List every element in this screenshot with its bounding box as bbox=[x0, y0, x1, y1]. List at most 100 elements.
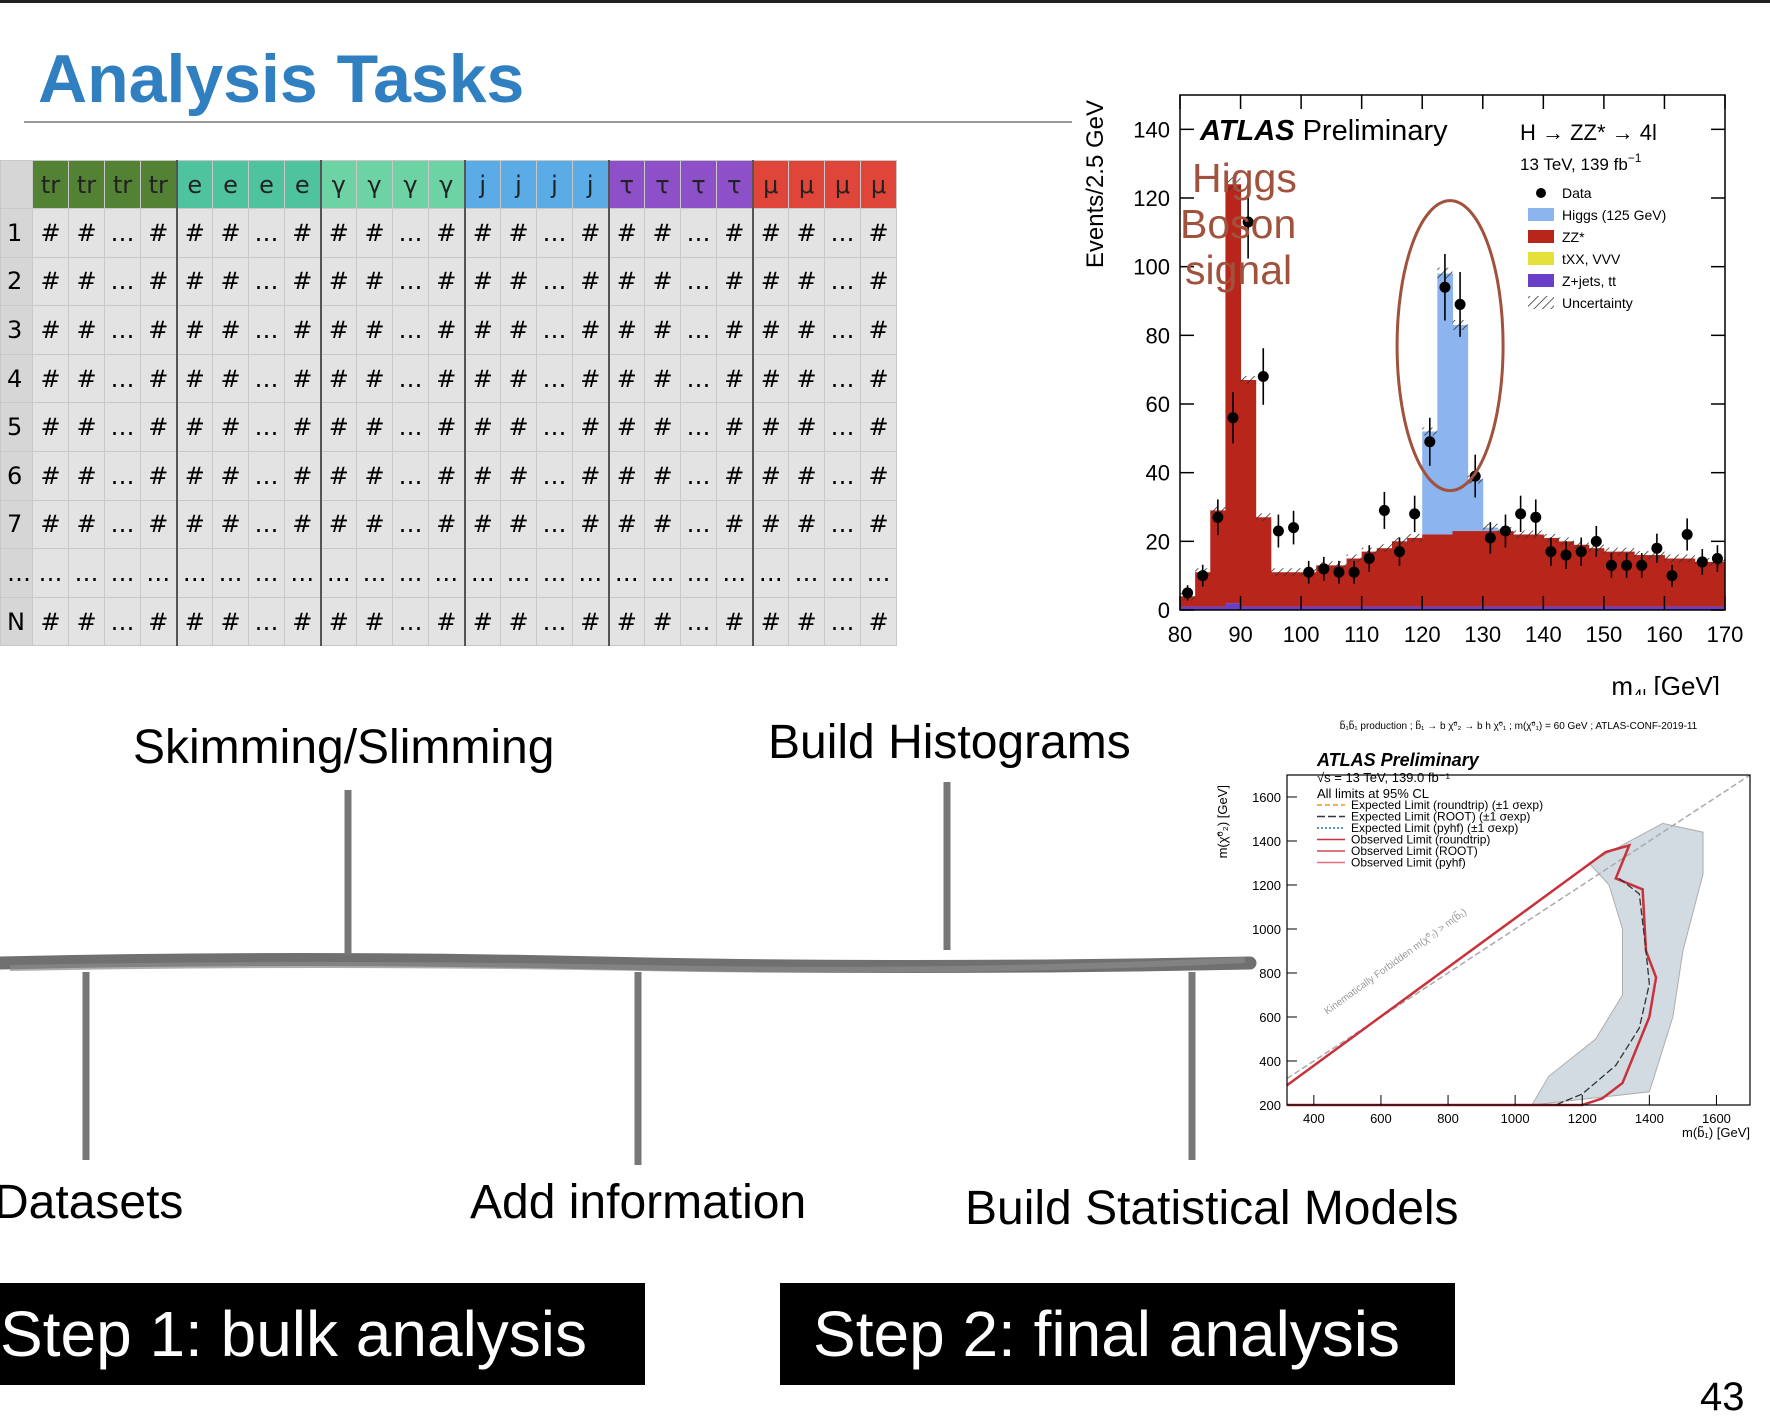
limit-ytick-label: 1600 bbox=[1252, 790, 1281, 805]
bar-zjetstt bbox=[1497, 606, 1514, 610]
limit-xtick-label: 400 bbox=[1303, 1111, 1325, 1126]
xtick-label: 130 bbox=[1464, 622, 1501, 647]
table-cell: # bbox=[32, 450, 69, 501]
corner-cell bbox=[0, 160, 33, 209]
table-cell: … bbox=[680, 353, 717, 404]
limit-ytick-label: 1200 bbox=[1252, 878, 1281, 893]
table-cell: # bbox=[284, 402, 322, 452]
bar-zjetstt bbox=[1225, 603, 1242, 610]
data-point bbox=[1439, 281, 1451, 293]
table-cell: … bbox=[680, 305, 717, 355]
table-cell: # bbox=[572, 305, 610, 355]
table-cell: … bbox=[536, 402, 573, 452]
table-cell: … bbox=[824, 305, 861, 355]
uncertainty-band bbox=[1664, 554, 1680, 563]
data-point bbox=[1363, 553, 1375, 564]
table-cell: # bbox=[788, 596, 825, 647]
limit-xtick-label: 1000 bbox=[1501, 1111, 1530, 1126]
table-cell: # bbox=[320, 256, 357, 307]
table-cell: # bbox=[716, 256, 754, 307]
column-header-3-3: j bbox=[572, 160, 610, 209]
table-cell: … bbox=[320, 548, 357, 598]
bar-zz bbox=[1376, 548, 1393, 607]
legend-label: tXX, VVV bbox=[1562, 251, 1621, 267]
table-cell: # bbox=[500, 256, 537, 307]
table-cell: # bbox=[284, 256, 322, 307]
table-cell: … bbox=[644, 548, 681, 598]
table-cell: … bbox=[392, 548, 429, 598]
data-point bbox=[1530, 511, 1542, 523]
column-header-2-2: γ bbox=[392, 160, 429, 209]
data-point bbox=[1257, 371, 1269, 383]
table-cell: # bbox=[860, 305, 897, 355]
table-cell: # bbox=[752, 596, 789, 647]
data-point bbox=[1242, 216, 1254, 228]
bar-zjetstt bbox=[1195, 606, 1211, 610]
title-divider bbox=[24, 121, 1072, 123]
bar-zz bbox=[1270, 572, 1287, 607]
row-label: 4 bbox=[0, 353, 33, 404]
bar-zz bbox=[1437, 534, 1453, 607]
data-point bbox=[1621, 559, 1633, 571]
uncertainty-band bbox=[1376, 544, 1392, 553]
table-cell: … bbox=[536, 596, 573, 647]
limit-ytick-label: 1000 bbox=[1252, 922, 1281, 937]
table-cell: # bbox=[716, 305, 754, 355]
data-point bbox=[1303, 566, 1315, 578]
table-cell: … bbox=[104, 548, 141, 598]
table-cell: # bbox=[644, 450, 681, 501]
data-point bbox=[1409, 508, 1421, 520]
row-label: 7 bbox=[0, 499, 33, 550]
expected-band bbox=[1530, 822, 1704, 1106]
bar-zz bbox=[1694, 561, 1711, 607]
bar-zjetstt bbox=[1437, 606, 1453, 610]
bar-zjetstt bbox=[1285, 606, 1302, 610]
table-cell: … bbox=[788, 548, 825, 598]
bar-zjetstt bbox=[1634, 606, 1650, 610]
data-point bbox=[1636, 559, 1648, 571]
legend-swatch bbox=[1528, 208, 1554, 221]
data-point bbox=[1666, 570, 1678, 582]
data-point bbox=[1575, 546, 1587, 558]
higgs-histogram: 0 20 40 60 80 100 120 140 80 90 100 110 120 130 140 150… bbox=[1082, 94, 1743, 695]
bar-zz bbox=[1301, 572, 1317, 607]
table-cell: … bbox=[392, 256, 429, 307]
table-cell: # bbox=[500, 450, 537, 501]
table-cell: … bbox=[68, 548, 105, 598]
table-cell: # bbox=[644, 353, 681, 404]
xtick-label: 160 bbox=[1646, 622, 1683, 647]
table-cell: # bbox=[644, 596, 681, 647]
xtick-label: 100 bbox=[1283, 622, 1320, 647]
signal-annotation-text: signal bbox=[1185, 247, 1292, 293]
row-label: 1 bbox=[0, 208, 33, 258]
data-point bbox=[1182, 587, 1194, 599]
uncertainty-band bbox=[1225, 176, 1241, 192]
table-cell: # bbox=[68, 450, 105, 501]
table-cell: … bbox=[392, 402, 429, 452]
xtick-label: 90 bbox=[1228, 622, 1252, 647]
table-cell: # bbox=[428, 305, 466, 355]
bar-zjetstt bbox=[1422, 606, 1438, 610]
data-point bbox=[1333, 566, 1345, 578]
limit-xtick-label: 600 bbox=[1370, 1111, 1392, 1126]
bar-zjetstt bbox=[1331, 606, 1348, 610]
bar-higgs125gev bbox=[1467, 479, 1484, 532]
column-header-4-0: τ bbox=[608, 160, 645, 209]
limit-frame bbox=[1286, 774, 1751, 1106]
table-cell: … bbox=[680, 208, 717, 258]
limit-legend-label: Observed Limit (ROOT) bbox=[1351, 844, 1478, 858]
bar-zz bbox=[1391, 541, 1408, 607]
ytick-label: 0 bbox=[1158, 598, 1170, 623]
table-cell: … bbox=[680, 596, 717, 647]
ytick-label: 140 bbox=[1133, 117, 1170, 142]
limit-xtick-label: 800 bbox=[1437, 1111, 1459, 1126]
limit-legend-label: Expected Limit (pyhf) (±1 σexp) bbox=[1351, 821, 1518, 835]
column-header-2-0: γ bbox=[320, 160, 357, 209]
table-cell: # bbox=[428, 402, 466, 452]
table-cell: # bbox=[428, 499, 466, 550]
limit-xtick-label: 1200 bbox=[1568, 1111, 1597, 1126]
column-header-5-0: μ bbox=[752, 160, 789, 209]
bar-zjetstt bbox=[1603, 606, 1620, 610]
table-cell: … bbox=[536, 305, 573, 355]
table-cell: # bbox=[68, 596, 105, 647]
